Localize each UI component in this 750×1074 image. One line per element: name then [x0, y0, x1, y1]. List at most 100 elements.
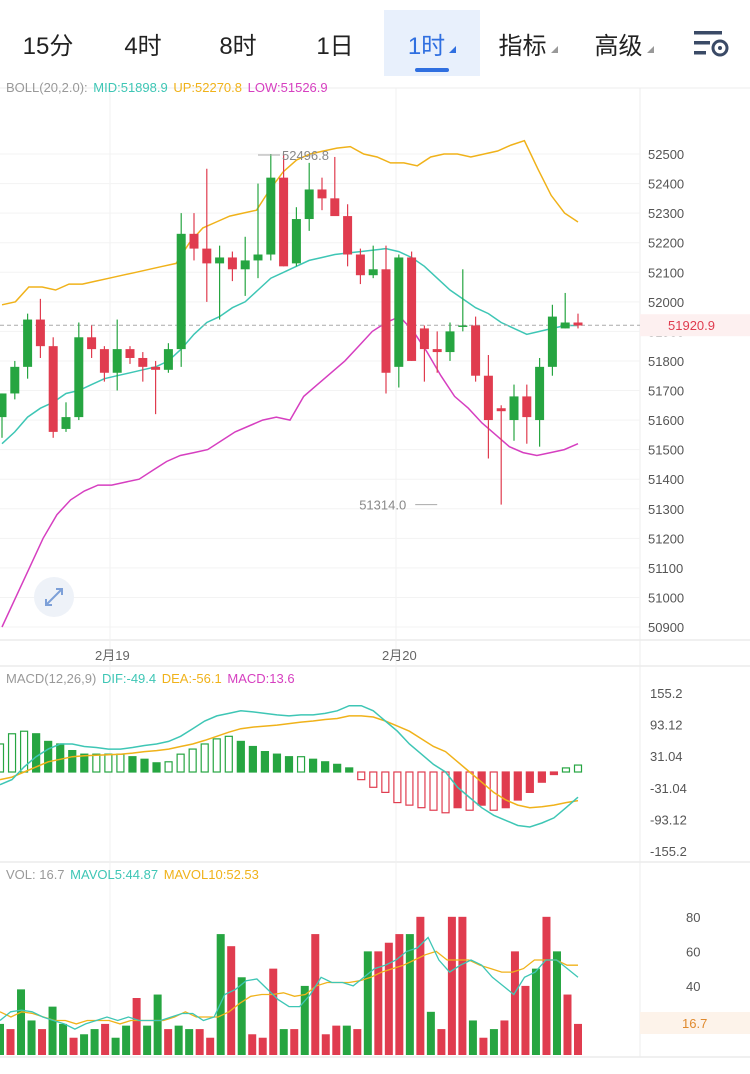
macd-histogram-bar	[501, 771, 510, 809]
macd-histogram-bar	[465, 771, 474, 811]
volume-bar	[500, 1020, 509, 1055]
macd-histogram-bar	[128, 756, 137, 773]
candle-body	[368, 269, 378, 276]
candle-body	[125, 349, 135, 358]
tab-4[interactable]: 1日	[286, 10, 384, 76]
date-axis-label: 2月20	[382, 648, 417, 663]
macd-histogram-bar	[188, 748, 197, 773]
candle-body	[240, 260, 250, 270]
vol-legend-ma10: MAVOL10:52.53	[163, 867, 259, 882]
chart-settings-icon[interactable]	[694, 28, 730, 60]
macd-histogram-bar	[369, 771, 378, 788]
price-tick-label: 51400	[648, 472, 684, 487]
volume-bar	[363, 951, 372, 1055]
tab-2[interactable]: 4时	[96, 10, 190, 76]
macd-histogram-bar	[0, 743, 5, 773]
macd-histogram-bar	[441, 771, 450, 814]
macd-histogram-bar	[104, 753, 113, 773]
volume-bar	[458, 916, 467, 1055]
candle-body	[355, 254, 365, 276]
macd-legend-name: MACD(12,26,9)	[6, 671, 97, 686]
price-tick-label: 51000	[648, 590, 684, 605]
price-tick-label: 51300	[648, 502, 684, 517]
boll-lower-line	[1, 315, 579, 628]
price-tick-label: 52000	[648, 295, 684, 310]
candle-body	[573, 322, 583, 326]
macd-tick-label: 155.2	[650, 686, 683, 701]
volume-bar	[216, 934, 225, 1055]
volume-bar	[174, 1025, 183, 1055]
dropdown-caret-icon	[550, 45, 558, 53]
volume-bar	[405, 934, 414, 1055]
macd-histogram-bar	[80, 753, 89, 773]
candle-body	[458, 325, 468, 327]
tab-label: 指标	[498, 32, 547, 60]
tab-5[interactable]: 1时	[384, 10, 480, 76]
volume-bar	[342, 1025, 351, 1055]
expand-chart-icon[interactable]	[34, 577, 74, 617]
macd-histogram-bar	[236, 740, 245, 773]
candle-body	[189, 233, 199, 249]
candle-body	[253, 254, 263, 261]
macd-histogram-bar	[333, 763, 342, 773]
current-price-label: 51920.9	[668, 318, 715, 333]
macd-histogram-bar	[200, 743, 209, 773]
candle-body	[138, 357, 148, 367]
macd-legend-dif: DIF:-49.4	[101, 671, 157, 686]
date-axis-label: 2月19	[95, 648, 130, 663]
volume-bar	[101, 1023, 110, 1055]
boll-mid-line	[1, 247, 578, 445]
macd-dea-line	[0, 715, 579, 809]
macd-histogram-bar	[296, 756, 306, 773]
macd-dif-line	[0, 704, 579, 828]
volume-bar	[90, 1029, 99, 1055]
candle-body	[215, 257, 225, 264]
low-annotation: 51314.0	[359, 498, 406, 513]
volume-bar	[6, 1029, 15, 1055]
macd-histogram-bar	[345, 767, 354, 773]
tab-6[interactable]: 指标	[480, 10, 576, 76]
price-tick-label: 51200	[648, 531, 684, 546]
tab-label: 1日	[316, 32, 354, 60]
candle-body	[151, 366, 161, 370]
volume-bar	[0, 1023, 4, 1055]
tab-7[interactable]: 高级	[576, 10, 672, 76]
macd-histogram-bar	[321, 761, 330, 773]
candle-body	[509, 396, 519, 421]
volume-bar	[416, 916, 425, 1055]
candle-body	[266, 177, 276, 255]
candle-body	[560, 322, 570, 329]
macd-legend-dea: DEA:-56.1	[161, 671, 222, 686]
candle-body	[407, 257, 417, 361]
volume-bar	[552, 951, 561, 1055]
volume-bar	[521, 985, 530, 1055]
macd-histogram-bar	[164, 761, 173, 773]
volume-bar	[69, 1037, 78, 1055]
volume-bar	[80, 1034, 89, 1055]
price-tick-label: 51600	[648, 413, 684, 428]
volume-bar	[479, 1037, 488, 1055]
volume-bar	[353, 1029, 362, 1055]
price-chart[interactable]: 5250052400523005220052100520005190051800…	[0, 76, 750, 1066]
price-tick-label: 52500	[648, 147, 684, 162]
price-tick-label: 52400	[648, 177, 684, 192]
volume-bar	[258, 1037, 267, 1055]
macd-histogram-bar	[284, 756, 294, 773]
tab-1[interactable]: 15分	[0, 10, 96, 76]
tab-3[interactable]: 8时	[190, 10, 286, 76]
macd-histogram-bar	[393, 771, 402, 804]
high-annotation: 52496.8	[282, 148, 329, 163]
macd-histogram-bar	[260, 751, 270, 773]
candle-body	[483, 375, 493, 421]
volume-bar	[122, 1025, 131, 1055]
vol-legend: VOL: 16.7 MAVOL5:44.87 MAVOL10:52.53	[6, 867, 261, 882]
price-tick-label: 51100	[648, 561, 683, 576]
tab-label: 高级	[594, 32, 643, 60]
volume-bar	[395, 934, 404, 1055]
volume-bar	[468, 1020, 477, 1055]
candle-body	[471, 325, 481, 376]
candle-body	[496, 408, 506, 412]
volume-bar	[227, 946, 236, 1055]
macd-histogram-bar	[513, 771, 522, 801]
macd-legend: MACD(12,26,9) DIF:-49.4 DEA:-56.1 MACD:1…	[6, 671, 297, 686]
